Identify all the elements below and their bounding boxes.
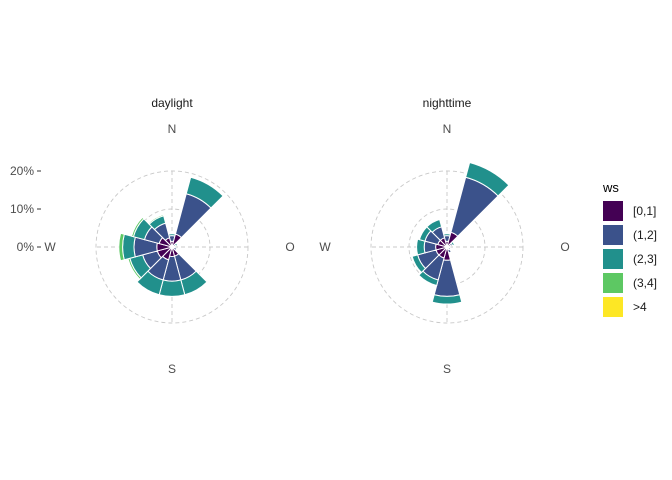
legend-label: (2,3] [633,252,657,266]
radial-tick-label: 10% [10,202,34,216]
legend-label: [0,1] [633,204,656,218]
sector-bar-segment [465,161,510,197]
legend-title: ws [602,180,619,195]
sector-bar-segment [136,270,164,296]
legend-swatch [603,273,623,293]
legend-swatch [603,201,623,221]
sector-bar-segment [431,294,463,305]
legend-swatch [603,225,623,245]
sector-bar-segment [450,240,455,247]
direction-label: N [168,122,177,136]
legend: ws [0,1] (1,2] (2,3] (3,4] >4 [602,180,657,317]
sector-bar-segment [411,254,427,274]
sector-bar-segment [426,218,443,233]
sector-bar-segment [158,279,186,297]
legend-swatch [603,297,623,317]
panel-title: nighttime [423,96,472,110]
legend-label: >4 [633,300,647,314]
legend-label: (1,2] [633,228,657,242]
panel-title: daylight [151,96,193,110]
sector-bar-segment [122,233,136,261]
direction-label: S [168,362,176,376]
direction-label: S [443,362,451,376]
sector-bar-segment [416,238,426,256]
sector-bar-segment [147,214,165,225]
direction-label: N [443,122,452,136]
radial-tick-label: 20% [10,164,34,178]
sector-bar-segment [173,242,179,247]
radial-axis: 0% 10% 20% [10,164,41,254]
legend-swatch [603,249,623,269]
sector-bar-segment [167,233,177,237]
sector-bar-segment [118,232,125,262]
direction-label: W [44,240,56,254]
sector-bar-segment [442,233,452,237]
radial-tick-label: 0% [17,240,35,254]
direction-label: O [560,240,569,254]
sector-bar-segment [131,216,145,238]
direction-label: O [285,240,294,254]
sector-bar-segment [418,270,439,287]
sector-bar-segment [185,176,224,209]
panel-nighttime: nighttime N O S W [319,96,569,376]
panel-daylight: daylight N O S W [44,96,294,376]
direction-label: W [319,240,331,254]
legend-label: (3,4] [633,276,657,290]
